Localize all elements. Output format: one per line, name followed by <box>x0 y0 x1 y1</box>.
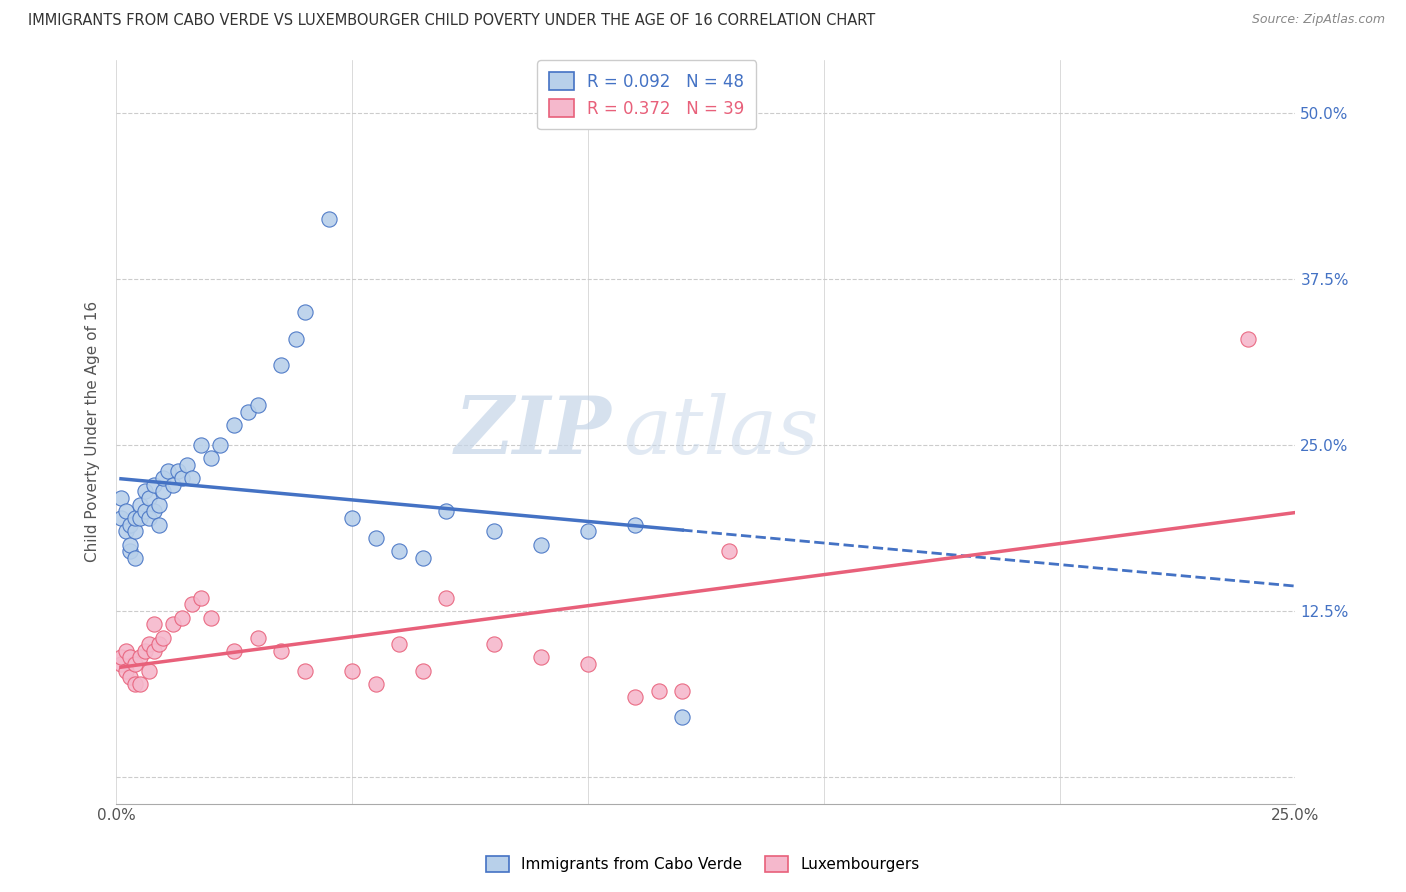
Point <box>128 498 150 512</box>
Point <box>124 511 146 525</box>
Point <box>143 504 166 518</box>
Point <box>436 504 458 518</box>
Point <box>364 531 387 545</box>
Point <box>138 664 160 678</box>
Point <box>124 677 146 691</box>
Text: atlas: atlas <box>623 392 818 470</box>
Y-axis label: Child Poverty Under the Age of 16: Child Poverty Under the Age of 16 <box>86 301 100 562</box>
Point <box>148 517 170 532</box>
Point <box>180 597 202 611</box>
Point <box>294 664 316 678</box>
Point <box>120 544 142 558</box>
Point <box>340 511 363 525</box>
Point <box>143 617 166 632</box>
Point <box>114 664 136 678</box>
Point <box>172 471 194 485</box>
Point <box>624 517 647 532</box>
Point <box>138 637 160 651</box>
Point <box>162 617 184 632</box>
Point <box>294 305 316 319</box>
Point <box>388 637 411 651</box>
Point <box>124 550 146 565</box>
Point <box>143 477 166 491</box>
Point <box>124 657 146 672</box>
Text: IMMIGRANTS FROM CABO VERDE VS LUXEMBOURGER CHILD POVERTY UNDER THE AGE OF 16 COR: IMMIGRANTS FROM CABO VERDE VS LUXEMBOURG… <box>28 13 876 29</box>
Point <box>120 670 142 684</box>
Point <box>114 524 136 539</box>
Point <box>114 644 136 658</box>
Point <box>1237 332 1260 346</box>
Point <box>124 524 146 539</box>
Point <box>530 537 553 551</box>
Point <box>412 550 434 565</box>
Point <box>157 465 180 479</box>
Text: Source: ZipAtlas.com: Source: ZipAtlas.com <box>1251 13 1385 27</box>
Point <box>128 511 150 525</box>
Point <box>671 683 693 698</box>
Point <box>128 677 150 691</box>
Point <box>224 644 246 658</box>
Point <box>224 417 246 432</box>
Point <box>120 650 142 665</box>
Point <box>134 504 156 518</box>
Point <box>412 664 434 678</box>
Point <box>152 471 174 485</box>
Point <box>180 471 202 485</box>
Point <box>152 631 174 645</box>
Point <box>162 477 184 491</box>
Point <box>246 631 269 645</box>
Point <box>388 544 411 558</box>
Point <box>120 537 142 551</box>
Point <box>110 491 132 505</box>
Point <box>172 610 194 624</box>
Point <box>624 690 647 705</box>
Point <box>152 484 174 499</box>
Point <box>148 498 170 512</box>
Point <box>576 524 599 539</box>
Point <box>110 650 132 665</box>
Point <box>270 644 292 658</box>
Point <box>176 458 198 472</box>
Point <box>148 637 170 651</box>
Point <box>340 664 363 678</box>
Point <box>482 524 505 539</box>
Point <box>647 683 669 698</box>
Point <box>114 504 136 518</box>
Point <box>209 438 232 452</box>
Point <box>284 332 307 346</box>
Point <box>190 438 212 452</box>
Point <box>436 591 458 605</box>
Point <box>143 644 166 658</box>
Point <box>364 677 387 691</box>
Point <box>138 491 160 505</box>
Point <box>200 451 222 466</box>
Point <box>138 511 160 525</box>
Text: ZIP: ZIP <box>454 392 612 470</box>
Point <box>530 650 553 665</box>
Point <box>200 610 222 624</box>
Point <box>110 657 132 672</box>
Point <box>482 637 505 651</box>
Point <box>134 484 156 499</box>
Point <box>166 465 188 479</box>
Point <box>718 544 741 558</box>
Point <box>134 644 156 658</box>
Legend: R = 0.092   N = 48, R = 0.372   N = 39: R = 0.092 N = 48, R = 0.372 N = 39 <box>537 61 756 129</box>
Legend: Immigrants from Cabo Verde, Luxembourgers: Immigrants from Cabo Verde, Luxembourger… <box>478 848 928 880</box>
Point <box>238 405 260 419</box>
Point <box>576 657 599 672</box>
Point <box>671 710 693 724</box>
Point <box>318 212 340 227</box>
Point <box>120 517 142 532</box>
Point <box>246 398 269 412</box>
Point <box>190 591 212 605</box>
Point <box>110 511 132 525</box>
Point <box>128 650 150 665</box>
Point <box>270 358 292 372</box>
